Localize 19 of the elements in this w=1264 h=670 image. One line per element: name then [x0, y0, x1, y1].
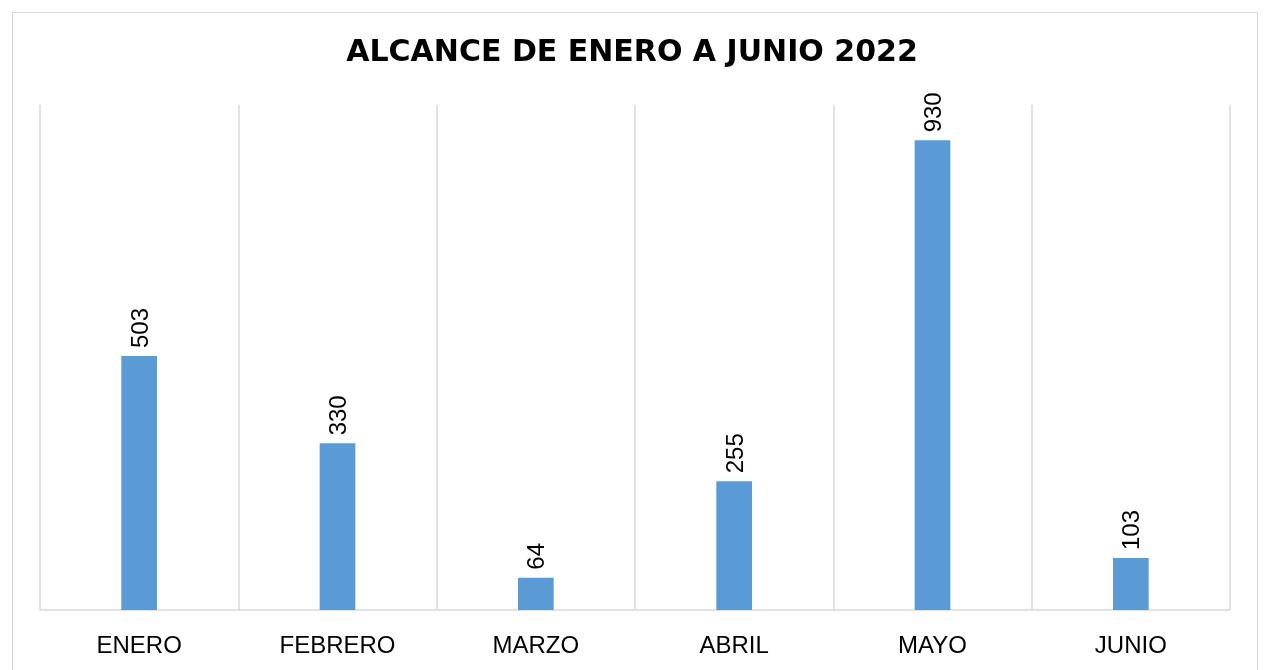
data-label: 255	[720, 433, 748, 474]
data-label: 103	[1117, 509, 1145, 550]
x-tick-label: FEBRERO	[279, 630, 396, 658]
bar	[121, 355, 158, 610]
x-tick-label: JUNIO	[1094, 630, 1167, 658]
bar	[319, 443, 356, 610]
data-label: 64	[522, 542, 550, 570]
x-tick-label: MAYO	[898, 630, 967, 658]
x-tick-label: ENERO	[96, 630, 182, 658]
bar	[716, 481, 753, 610]
x-tick-label: MARZO	[492, 630, 580, 658]
data-label: 330	[324, 395, 351, 436]
bar	[1112, 557, 1149, 610]
bar	[914, 140, 951, 610]
data-label: 930	[919, 92, 946, 133]
x-tick-label: ABRIL	[699, 630, 769, 658]
bar	[517, 577, 554, 610]
chart-title: ALCANCE DE ENERO A JUNIO 2022	[346, 32, 918, 68]
data-label: 503	[125, 307, 153, 348]
